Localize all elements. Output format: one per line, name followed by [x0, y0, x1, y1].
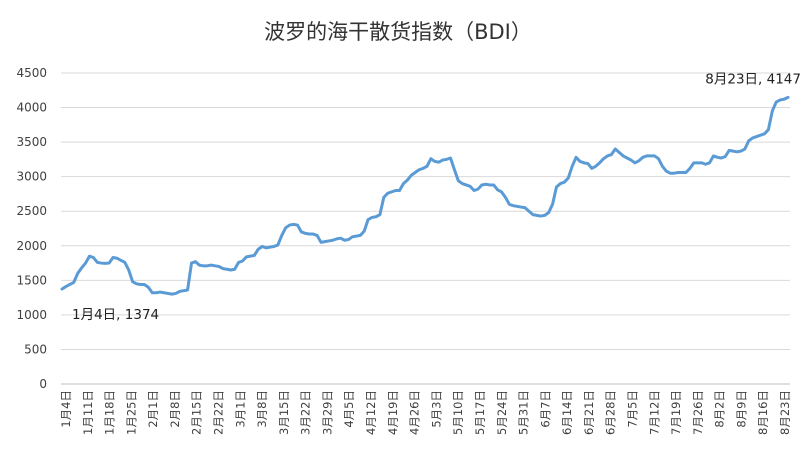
y-tick-label: 500: [24, 342, 47, 356]
x-tick-label: 1月11日: [81, 390, 95, 435]
y-tick-label: 4500: [16, 66, 47, 80]
x-tick-label: 8月16日: [756, 390, 770, 435]
y-tick-label: 0: [39, 377, 47, 391]
series-line: [60, 95, 790, 296]
x-tick-label: 1月18日: [103, 390, 117, 435]
x-tick-label: 6月21日: [582, 390, 596, 435]
x-tick-label: 6月14日: [560, 390, 574, 435]
x-tick-label: 7月26日: [691, 390, 705, 435]
x-axis-ticks: 1月4日 1月11日 1月18日 1月25日 2月1日 2月8日 2月15日 2月22日 3月1…: [59, 390, 792, 435]
x-tick-label: 5月3日: [429, 390, 443, 428]
x-tick-label: 2月22日: [212, 390, 226, 435]
x-tick-label: 7月5日: [625, 390, 639, 428]
chart-title: 波罗的海干散货指数（BDI）: [264, 20, 532, 44]
x-tick-label: 3月29日: [320, 390, 334, 435]
x-tick-label: 6月28日: [604, 390, 618, 435]
x-tick-label: 5月31日: [517, 390, 531, 435]
x-tick-label: 7月19日: [669, 390, 683, 435]
data-label: 8月23日, 4147: [705, 71, 801, 87]
x-tick-label: 6月7日: [538, 390, 552, 428]
x-tick-label: 5月17日: [473, 390, 487, 435]
x-tick-label: 5月10日: [451, 390, 465, 435]
x-tick-label: 1月4日: [59, 390, 73, 428]
x-tick-label: 4月19日: [386, 390, 400, 435]
y-tick-label: 3000: [16, 170, 47, 184]
y-tick-label: 3500: [16, 135, 47, 149]
y-axis-ticks: 0 500 1000 1500 2000 2500 3000 3500 4000 4500: [16, 66, 47, 391]
y-tick-label: 1000: [16, 308, 47, 322]
series-layer: [60, 95, 790, 296]
x-tick-label: 1月25日: [124, 390, 138, 435]
x-tick-label: 8月23日: [778, 390, 792, 435]
x-tick-label: 5月24日: [495, 390, 509, 435]
y-tick-label: 2000: [16, 239, 47, 253]
annotation-layer: 1月4日, 1374 8月23日, 4147: [72, 71, 801, 323]
x-tick-label: 4月12日: [364, 390, 378, 435]
data-label: 1月4日, 1374: [72, 307, 159, 323]
y-tick-label: 1500: [16, 273, 47, 287]
x-tick-label: 3月22日: [299, 390, 313, 435]
y-tick-label: 4000: [16, 101, 47, 115]
x-tick-label: 3月1日: [233, 390, 247, 428]
x-tick-label: 2月1日: [146, 390, 160, 428]
x-tick-label: 7月12日: [647, 390, 661, 435]
y-tick-label: 2500: [16, 204, 47, 218]
x-tick-label: 3月8日: [255, 390, 269, 428]
x-tick-label: 8月2日: [713, 390, 727, 428]
x-tick-label: 4月5日: [342, 390, 356, 428]
x-tick-label: 4月26日: [408, 390, 422, 435]
x-tick-label: 3月15日: [277, 390, 291, 435]
x-tick-label: 2月8日: [168, 390, 182, 428]
gridlines: [61, 72, 790, 350]
x-tick-label: 8月9日: [734, 390, 748, 428]
x-tick-label: 2月15日: [190, 390, 204, 435]
